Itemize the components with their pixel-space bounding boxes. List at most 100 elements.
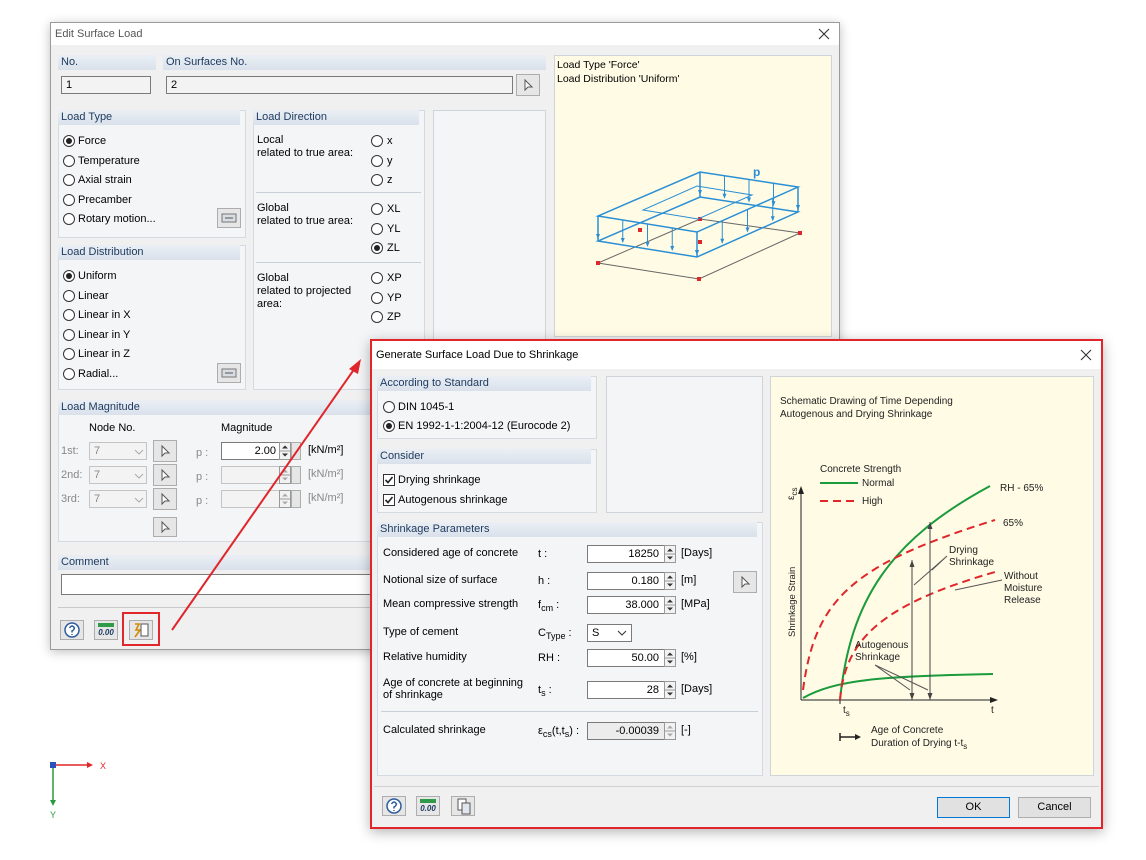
spinner-up <box>667 725 673 729</box>
spinner-down <box>667 607 673 611</box>
parameter-symbol-part: h : <box>538 575 551 587</box>
dropdown-arrow[interactable] <box>134 449 144 455</box>
radio-button[interactable] <box>63 368 75 380</box>
calculator-button[interactable]: 0.00 <box>416 796 440 816</box>
radio-button[interactable] <box>63 135 75 147</box>
radial-button[interactable] <box>217 363 241 383</box>
radio-button[interactable] <box>383 420 395 432</box>
pick-size-button[interactable] <box>733 571 757 593</box>
generate-shrinkage-button[interactable] <box>129 620 153 640</box>
radio-button[interactable] <box>371 292 383 304</box>
export-button[interactable] <box>451 796 475 816</box>
pick-node-button[interactable] <box>153 488 177 510</box>
radio-label: XP <box>387 272 402 284</box>
unit-label: [Days] <box>681 683 713 695</box>
parameter-symbol: RH : <box>538 651 560 665</box>
radio-button[interactable] <box>371 311 383 323</box>
radio-button[interactable] <box>383 401 395 413</box>
calculator-button[interactable]: 0.00 <box>94 620 118 640</box>
radio-button[interactable] <box>371 242 383 254</box>
dropdown-arrow[interactable] <box>134 497 144 503</box>
spinner[interactable] <box>664 681 676 699</box>
radio-button[interactable] <box>371 135 383 147</box>
radio-button[interactable] <box>371 155 383 167</box>
spinner[interactable] <box>664 545 676 563</box>
close-glyph <box>818 28 830 40</box>
help-glyph <box>390 801 398 811</box>
group-box <box>377 522 763 776</box>
radio-label: ZL <box>387 242 400 254</box>
column-header: Node No. <box>89 422 136 434</box>
radio-button[interactable] <box>371 223 383 235</box>
parameter-field[interactable]: 38.000 <box>587 596 676 614</box>
spinner-up <box>667 684 673 688</box>
unit-label: [kN/m²] <box>308 444 344 456</box>
radio-button[interactable] <box>63 155 75 167</box>
text-field[interactable]: 1 <box>61 76 151 94</box>
spinner[interactable] <box>279 442 291 460</box>
more-button[interactable] <box>291 442 301 460</box>
radio-button[interactable] <box>63 348 75 360</box>
parameter-field[interactable]: 50.00 <box>587 649 676 667</box>
close-button[interactable] <box>1080 349 1092 361</box>
checkbox[interactable] <box>383 474 395 486</box>
radio-label: XL <box>387 203 401 215</box>
radio-button[interactable] <box>63 270 75 282</box>
parameter-symbol-part: s <box>564 729 570 739</box>
radio-label: Linear in X <box>78 309 131 321</box>
node-combo[interactable]: 7 <box>89 490 147 508</box>
radio-button[interactable] <box>371 272 383 284</box>
chevron <box>134 473 144 479</box>
radio-button[interactable] <box>63 174 75 186</box>
radio-button[interactable] <box>63 290 75 302</box>
parameter-field[interactable]: 28 <box>587 681 676 699</box>
parameter-symbol-part: cs <box>542 729 552 739</box>
help-button[interactable] <box>382 796 406 816</box>
row-label: 1st: <box>61 445 79 457</box>
pick-icon <box>161 492 171 506</box>
more-button[interactable] <box>291 466 301 484</box>
radio-button[interactable] <box>63 213 75 225</box>
spinner[interactable] <box>664 649 676 667</box>
radio-button[interactable] <box>371 203 383 215</box>
spinner-up <box>667 575 673 579</box>
radio-button[interactable] <box>371 174 383 186</box>
spinner[interactable] <box>279 490 291 508</box>
help-button[interactable] <box>60 620 84 640</box>
button-face <box>291 490 301 508</box>
pick-node-button[interactable] <box>153 440 177 462</box>
spinner[interactable] <box>664 596 676 614</box>
text-field[interactable]: 2 <box>166 76 513 94</box>
node-combo[interactable]: 7 <box>89 466 147 484</box>
radio-button[interactable] <box>63 194 75 206</box>
node-combo[interactable]: 7 <box>89 442 147 460</box>
calculator-text: 0.00 <box>98 628 114 637</box>
parameter-field[interactable]: -0.00039 <box>587 722 676 740</box>
doc-icon-2 <box>461 802 471 815</box>
dropdown-arrow[interactable] <box>134 473 144 479</box>
pick-node-button[interactable] <box>153 464 177 486</box>
comment-field[interactable] <box>61 574 381 595</box>
pick-surfaces-button[interactable] <box>516 74 540 96</box>
pick-icon <box>161 444 171 458</box>
spinner[interactable] <box>664 572 676 590</box>
rotary-motion-button[interactable] <box>217 208 241 228</box>
ok-button[interactable]: OK <box>937 797 1010 818</box>
spinner[interactable] <box>279 466 291 484</box>
cement-combo[interactable]: S <box>587 624 632 642</box>
more-button[interactable] <box>291 490 301 508</box>
checkbox[interactable] <box>383 494 395 506</box>
spinner[interactable] <box>664 722 676 740</box>
direction-label: Local <box>257 134 284 146</box>
radio-button[interactable] <box>63 309 75 321</box>
parameter-field[interactable]: 0.180 <box>587 572 676 590</box>
node-3d-button[interactable] <box>153 517 177 537</box>
dropdown-arrow[interactable] <box>617 630 627 636</box>
cancel-button[interactable]: Cancel <box>1018 797 1091 818</box>
radio-label: YP <box>387 292 402 304</box>
parameter-field[interactable]: 18250 <box>587 545 676 563</box>
close-button[interactable] <box>818 28 830 40</box>
radio-button[interactable] <box>63 329 75 341</box>
radio-dot <box>386 423 392 429</box>
parameter-symbol-part: f <box>538 599 542 611</box>
